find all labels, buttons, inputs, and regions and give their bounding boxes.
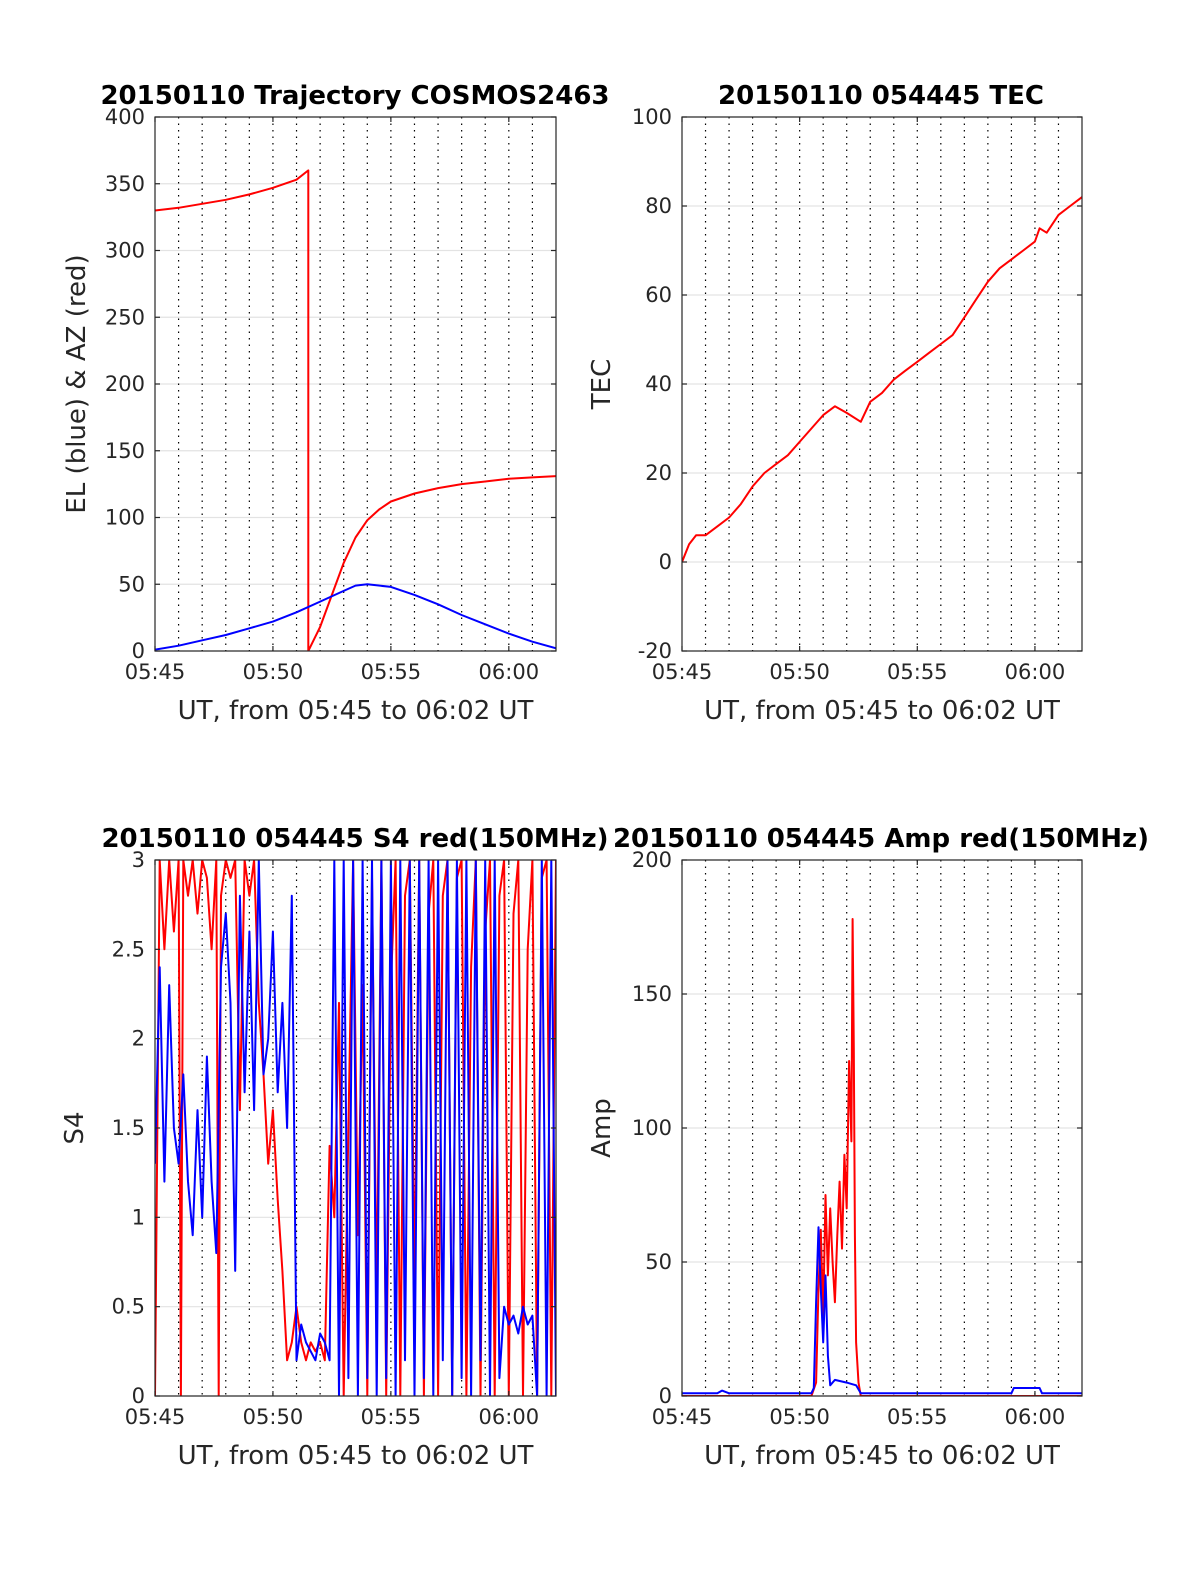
x-axis-label: UT, from 05:45 to 06:02 UT [178,696,534,726]
series-line-1 [155,169,556,651]
chart-title: 20150110 Trajectory COSMOS2463 [100,81,609,111]
x-tick-label: 05:55 [361,660,422,684]
x-axis-label: UT, from 05:45 to 06:02 UT [704,696,1060,726]
y-tick-label: -20 [638,639,672,663]
y-tick-label: 300 [105,239,145,263]
y-tick-label: 0 [659,1384,672,1408]
x-axis-label: UT, from 05:45 to 06:02 UT [704,1441,1060,1471]
series-line-1 [682,196,1082,563]
x-tick-label: 05:50 [243,660,304,684]
y-tick-label: 50 [645,1250,672,1274]
chart-panel-3: 0 0.5 1 1.5 2 2.5 3 05:45 05:50 05:55 06:00 UT, fro… [60,824,609,1471]
y-axis-label: S4 [60,1111,90,1144]
x-tick-label: 05:55 [887,1405,948,1429]
y-tick-label: 200 [632,848,672,872]
x-tick-label: 06:00 [1005,1405,1066,1429]
series-line-2 [155,583,556,651]
y-tick-label: 200 [105,372,145,396]
y-axis-label: TEC [587,359,617,410]
y-tick-label: 3 [132,848,145,872]
x-tick-label: 05:50 [243,1405,304,1429]
chart-title: 20150110 054445 TEC [718,81,1044,111]
y-tick-label: 0 [659,550,672,574]
y-tick-label: 2 [132,1027,145,1051]
x-tick-label: 06:00 [1005,660,1066,684]
y-tick-label: 40 [645,372,672,396]
y-tick-label: 1.5 [112,1116,145,1140]
x-axis-label: UT, from 05:45 to 06:02 UT [178,1441,534,1471]
series-group [682,918,1082,1396]
y-tick-label: 50 [118,572,145,596]
y-tick-label: 20 [645,461,672,485]
y-tick-label: 1 [132,1205,145,1229]
x-tick-label: 05:45 [652,660,713,684]
y-axis-label: Amp [587,1098,617,1158]
series-group [155,169,556,651]
y-tick-label: 350 [105,172,145,196]
y-tick-label: 60 [645,283,672,307]
y-tick-label: 100 [632,1116,672,1140]
y-tick-label: 100 [632,105,672,129]
series-line-2 [682,1226,1082,1395]
y-tick-label: 0 [132,1384,145,1408]
y-tick-label: 0.5 [112,1295,145,1319]
y-tick-label: 250 [105,305,145,329]
x-tick-label: 05:55 [361,1405,422,1429]
y-tick-label: 2.5 [112,937,145,961]
y-axis-label: EL (blue) & AZ (red) [62,254,92,513]
chart-panel-2: -20 0 20 40 60 80 100 05:45 05:50 05:55 06:00 UT, f… [587,81,1083,726]
chart-panel-1: 0 50 100 150 200 250 300 350 400 05:45 05:50 05:55 0… [62,81,610,726]
x-tick-label: 05:45 [125,660,186,684]
chart-title: 20150110 054445 Amp red(150MHz) [613,824,1149,854]
x-tick-label: 05:45 [652,1405,713,1429]
y-tick-label: 150 [105,439,145,463]
series-group [682,196,1082,563]
y-tick-label: 100 [105,506,145,530]
x-tick-label: 05:50 [769,1405,830,1429]
series-group [155,860,556,1396]
x-tick-label: 05:45 [125,1405,186,1429]
x-tick-label: 05:55 [887,660,948,684]
chart-title: 20150110 054445 S4 red(150MHz) [101,824,608,854]
y-tick-label: 0 [132,639,145,663]
y-tick-label: 400 [105,105,145,129]
series-line-2 [155,860,556,1396]
chart-panel-4: 0 50 100 150 200 05:45 05:50 05:55 06:00 UT, from… [587,824,1149,1471]
x-tick-label: 05:50 [769,660,830,684]
y-tick-label: 80 [645,194,672,218]
x-tick-label: 06:00 [479,1405,540,1429]
y-tick-label: 150 [632,982,672,1006]
series-line-1 [682,918,1082,1396]
x-tick-label: 06:00 [479,660,540,684]
